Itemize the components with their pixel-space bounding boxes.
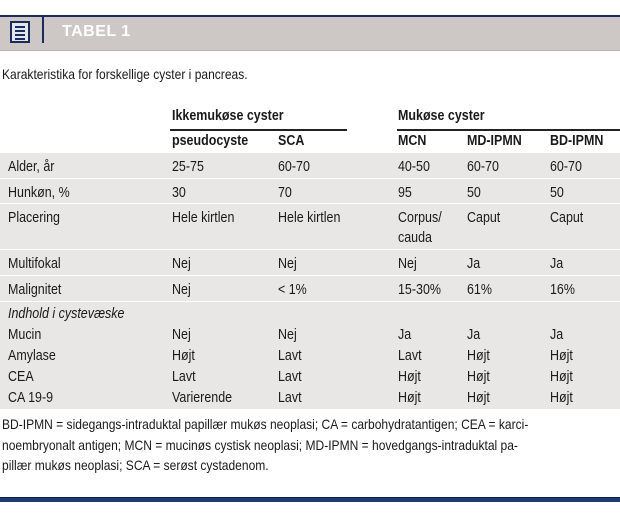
table-cell: Lavt [278, 348, 302, 364]
bottom-rule [0, 497, 620, 502]
column-header: MCN [398, 133, 427, 149]
table-cell: Ja [467, 256, 481, 272]
row-label: Amylase [8, 348, 56, 364]
table-cell: Ja [398, 327, 412, 343]
row-label: Alder, år [8, 159, 55, 175]
table-row: Alder, år 25-75 60-70 40-50 60-70 60-70 [0, 153, 620, 178]
table-cell: Højt [467, 348, 490, 364]
table-cell: 50 [467, 185, 481, 201]
table-cell: Nej [172, 256, 191, 272]
table-cell: Hele kirtlen [172, 210, 235, 226]
row-label: Hunkøn, % [8, 185, 70, 201]
table-title: TABEL 1 [62, 23, 131, 40]
row-label: CEA [8, 369, 34, 385]
table-cell: 60-70 [467, 159, 499, 175]
table-caption: Karakteristika for forskellige cyster i … [2, 66, 248, 82]
row-label: Multifokal [8, 256, 61, 272]
table-cell: 61% [467, 282, 492, 298]
table-cell: Højt [550, 369, 573, 385]
table-cell: Caput [550, 210, 584, 226]
section-title: Indhold i cystevæske [8, 306, 125, 322]
column-header: MD-IPMN [467, 133, 522, 149]
row-label: CA 19-9 [8, 390, 54, 406]
group-underline [397, 129, 620, 131]
table-cell: 15-30% [398, 282, 441, 298]
table-cell: Nej [172, 327, 191, 343]
table-cell: Hele kirtlen [278, 210, 341, 226]
table-cell: Højt [398, 369, 421, 385]
table-cell: Højt [467, 390, 490, 406]
group-header-mucinous: Mukøse cyster [398, 108, 485, 124]
table-footnote: BD-IPMN = sidegangs-intraduktal papillær… [2, 416, 529, 473]
column-header: SCA [278, 133, 305, 149]
table-cell: 70 [278, 185, 292, 201]
table-cell: Lavt [278, 390, 302, 406]
column-header: BD-IPMN [550, 133, 604, 149]
table-cell: < 1% [278, 282, 307, 298]
table-cell: 40-50 [398, 159, 430, 175]
row-label: Placering [8, 210, 60, 226]
table-cell: 60-70 [278, 159, 310, 175]
row-label: Mucin [8, 327, 42, 343]
table-cell: Lavt [278, 369, 302, 385]
column-header: pseudocyste [172, 133, 249, 149]
table-list-icon [10, 21, 30, 43]
table-row: Hunkøn, % 30 70 95 50 50 [0, 179, 620, 203]
table-cell: Nej [278, 256, 297, 272]
table-cell: Højt [550, 348, 573, 364]
table-cell: Corpus/cauda [398, 210, 442, 246]
table-cell: Nej [278, 327, 297, 343]
group-header-nonmucinous: Ikkemukøse cyster [172, 108, 284, 124]
header-divider [42, 17, 44, 43]
table-cell: Nej [172, 282, 191, 298]
table-cell: Lavt [398, 348, 422, 364]
table-cell: Højt [467, 369, 490, 385]
table-cell: 60-70 [550, 159, 582, 175]
table-cell: 25-75 [172, 159, 204, 175]
table-cell: Højt [550, 390, 573, 406]
table-row: Multifokal Nej Nej Nej Ja Ja [0, 250, 620, 275]
table-cell: Ja [550, 256, 564, 272]
section-fluid-content: Indhold i cystevæske Mucin Nej Nej Ja Ja Ja Amy… [0, 302, 620, 409]
table-cell: 50 [550, 185, 564, 201]
table-cell: Varierende [172, 390, 233, 406]
group-underline [170, 129, 347, 131]
row-label: Malignitet [8, 282, 62, 298]
table-row: Malignitet Nej < 1% 15-30% 61% 16% [0, 276, 620, 301]
table-cell: Højt [172, 348, 195, 364]
table-row: Placering Hele kirtlen Hele kirtlen Corpus/… [0, 204, 620, 249]
table-cell: Højt [398, 390, 421, 406]
table-cell: Caput [467, 210, 501, 226]
table-cell: 16% [550, 282, 575, 298]
table-cell: Ja [550, 327, 564, 343]
table-cell: Ja [467, 327, 481, 343]
table-cell: 95 [398, 185, 412, 201]
table-cell: Lavt [172, 369, 196, 385]
table-header-bar: TABEL 1 [0, 15, 620, 51]
table-cell: Nej [398, 256, 417, 272]
table-cell: 30 [172, 185, 186, 201]
